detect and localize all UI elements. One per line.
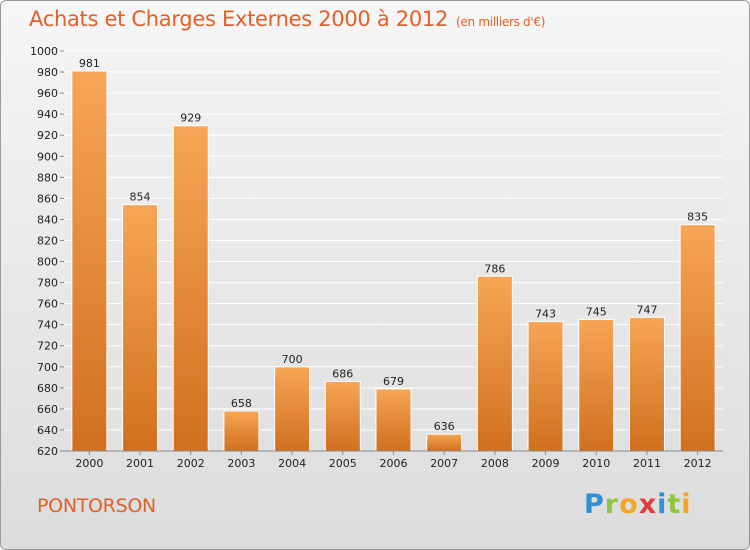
bar-value-label: 745 [586, 305, 607, 318]
proxiti-logo: Proxiti [584, 489, 692, 520]
chart-title-text: Achats et Charges Externes 2000 à 2012 [29, 7, 449, 31]
bar-2010 [578, 318, 615, 452]
y-tick-label: 1000 [30, 45, 58, 58]
bar-value-label: 929 [180, 112, 201, 125]
bar-value-label: 686 [332, 368, 353, 381]
bar-2000 [71, 70, 108, 452]
x-tick-label: 2005 [329, 457, 357, 470]
y-tick-label: 800 [37, 256, 58, 269]
y-tick-label: 960 [37, 87, 58, 100]
y-tick-label: 720 [37, 340, 58, 353]
x-tick-label: 2006 [380, 457, 408, 470]
y-tick-label: 980 [37, 66, 58, 79]
bars: 981 854 929 658 700 686 679 636 786 743 745 747 835 [71, 57, 716, 452]
y-tick-label: 880 [37, 171, 58, 184]
bar-value-label: 679 [383, 375, 404, 388]
y-tick-label: 700 [37, 361, 58, 374]
x-tick-label: 2008 [481, 457, 509, 470]
logo-letter: i [681, 489, 692, 520]
y-axis: 620 640 660 680 700 720 740 760 780 800 820 840 860 8… [30, 45, 64, 458]
x-tick-label: 2003 [227, 457, 255, 470]
logo-letter: o [619, 489, 639, 520]
x-tick-label: 2001 [126, 457, 154, 470]
x-tick-label: 2007 [430, 457, 458, 470]
y-tick-label: 900 [37, 150, 58, 163]
x-tick-label: 2002 [177, 457, 205, 470]
y-tick-label: 940 [37, 108, 58, 121]
logo-letter: r [604, 489, 620, 520]
bar-2011 [628, 316, 665, 452]
x-tick-label: 2009 [532, 457, 560, 470]
x-tick-label: 2004 [278, 457, 306, 470]
bar-2005 [324, 381, 361, 452]
y-tick-label: 740 [37, 319, 58, 332]
bar-value-label: 981 [79, 57, 100, 70]
bar-value-label: 658 [231, 397, 252, 410]
y-tick-label: 760 [37, 298, 58, 311]
bar-value-label: 854 [130, 191, 151, 204]
place-name: PONTORSON [37, 495, 156, 517]
bar-2007 [426, 433, 463, 452]
y-tick-label: 640 [37, 424, 58, 437]
x-tick-label: 2010 [582, 457, 610, 470]
logo-letter: P [584, 489, 605, 520]
y-tick-label: 840 [37, 213, 58, 226]
y-tick-label: 660 [37, 403, 58, 416]
y-tick-label: 620 [37, 445, 58, 458]
bar-value-label: 743 [535, 308, 556, 321]
logo-letter: i [657, 489, 668, 520]
bar-2002 [172, 125, 209, 452]
x-tick-label: 2011 [633, 457, 661, 470]
bar-value-label: 835 [687, 211, 708, 224]
bar-value-label: 747 [636, 303, 657, 316]
y-tick-label: 920 [37, 129, 58, 142]
y-tick-label: 780 [37, 277, 58, 290]
bar-2001 [122, 204, 159, 452]
bar-2008 [476, 275, 513, 452]
x-tick-label: 2000 [75, 457, 103, 470]
y-tick-label: 680 [37, 382, 58, 395]
logo-letter: t [667, 489, 682, 520]
bar-2003 [223, 410, 260, 452]
x-axis: 2000 2001 2002 2003 2004 2005 2006 2007 2008 2009… [75, 451, 712, 470]
bar-2006 [375, 388, 412, 452]
logo-letter: x [638, 489, 658, 520]
y-tick-label: 820 [37, 234, 58, 247]
bar-value-label: 700 [282, 353, 303, 366]
bar-2012 [679, 224, 716, 452]
bar-value-label: 636 [434, 420, 455, 433]
bar-value-label: 786 [484, 262, 505, 275]
x-tick-label: 2012 [684, 457, 712, 470]
chart-title: Achats et Charges Externes 2000 à 2012 (e… [29, 7, 545, 31]
y-tick-label: 860 [37, 192, 58, 205]
bar-2004 [274, 366, 311, 452]
chart-subtitle: (en milliers d'€) [456, 15, 546, 29]
bar-2009 [527, 321, 564, 452]
